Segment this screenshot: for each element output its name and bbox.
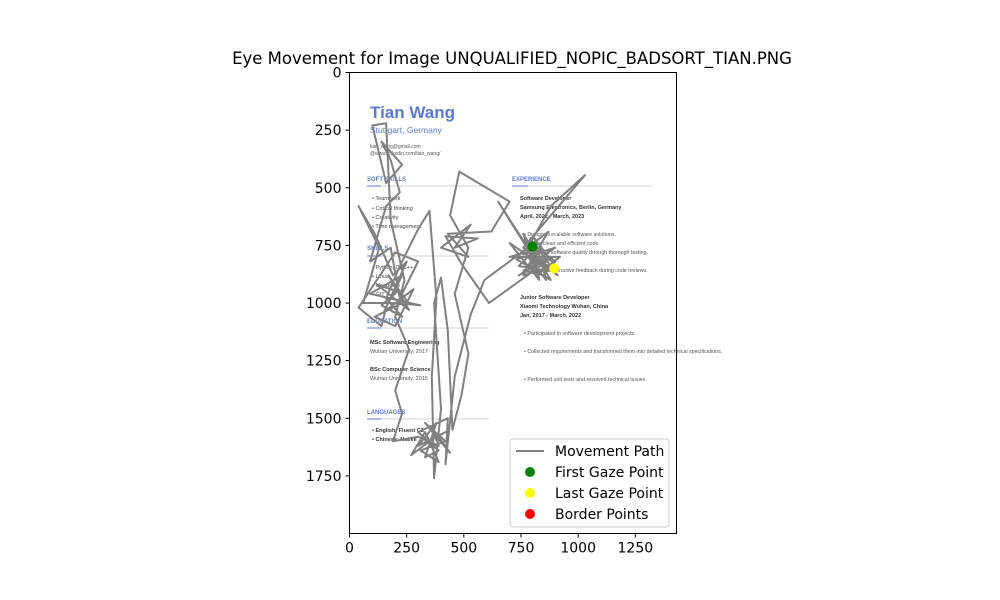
y-tick-label: 1250 (306, 354, 342, 370)
skill-item: • Linux (372, 274, 389, 280)
job-bullet: • Participated in software development p… (524, 331, 636, 337)
legend-label: Border Points (555, 507, 648, 523)
language-item: • English: Fluent C1 (372, 428, 424, 434)
legend: Movement Path First Gaze Point Last Gaze… (509, 438, 670, 528)
job-title: Software Developer (520, 196, 572, 202)
y-tick-label: 0 (333, 66, 342, 82)
job-bullet: • Designed scalable software solutions. (524, 232, 616, 238)
resume-location: Stuttgart, Germany (370, 125, 443, 135)
job-bullet: • Performed unit tests and resolved tech… (524, 377, 646, 383)
education-degree: BSc Computer Science (370, 367, 431, 373)
x-tick-label: 500 (450, 541, 477, 557)
y-tick-label: 750 (315, 238, 342, 254)
resume-email: tian_wang@gmail.com (370, 144, 421, 150)
soft-skill-item: • Teamwork (372, 196, 401, 202)
x-tick-label: 1000 (560, 541, 596, 557)
x-axis: 0 250 500 750 1000 1250 (345, 533, 654, 557)
chart-title: Eye Movement for Image UNQUALIFIED_NOPIC… (232, 49, 792, 69)
legend-label: Last Gaze Point (555, 486, 664, 502)
job-bullet: • Improved software quality through thor… (524, 250, 648, 256)
section-skills: SKILLS (367, 246, 388, 252)
section-experience: EXPERIENCE (512, 177, 551, 183)
job-bullet: • Wrote clean and efficient code. (524, 241, 600, 247)
section-languages: LANGUAGES (367, 410, 405, 416)
resume-linkedin: @www.linkedin.com/tian_wang/ (370, 151, 441, 157)
legend-label: Movement Path (555, 444, 664, 460)
job-title: Junior Software Developer (520, 295, 591, 301)
legend-first-swatch (525, 467, 535, 477)
movement-path (357, 122, 586, 480)
legend-label: First Gaze Point (555, 465, 664, 481)
gaze-marker-layer (527, 241, 560, 274)
soft-skill-item: • Critical thinking (372, 206, 413, 212)
y-tick-label: 250 (315, 123, 342, 139)
job-dates: April, 2022 - March, 2023 (520, 214, 584, 220)
y-tick-label: 500 (315, 181, 342, 197)
x-tick-label: 0 (345, 541, 354, 557)
job-bullets: • Participated in software development p… (524, 331, 722, 383)
education-degree: MSc Software Engineering (370, 340, 439, 346)
legend-last-swatch (525, 488, 535, 498)
section-soft-skills: SOFT SKILLS (367, 177, 406, 183)
skill-item: • Python, C, C++ (372, 265, 413, 271)
soft-skill-item: • Creativity (372, 215, 399, 221)
x-tick-label: 250 (393, 541, 420, 557)
job-company: Xiaomi Technology Wuhan, China (520, 304, 609, 310)
x-tick-label: 750 (508, 541, 535, 557)
job-bullet: • Offered constructive feedback during c… (524, 268, 648, 274)
y-tick-label: 1500 (306, 411, 342, 427)
x-tick-label: 1250 (618, 541, 654, 557)
job-bullet: • Collected requirements and transformed… (524, 349, 722, 355)
movement-path-layer (357, 122, 586, 480)
first-gaze-point (527, 241, 538, 252)
y-tick-label: 1750 (306, 469, 342, 485)
soft-skill-item: • Time management (372, 224, 421, 230)
skill-item: • MongoDB (372, 283, 400, 289)
job-bullets: • Designed scalable software solutions. … (524, 232, 648, 274)
soft-skills-list: • Teamwork • Critical thinking • Creativ… (372, 196, 421, 230)
education-school: Wuhan University, 2017 (370, 349, 428, 355)
job-dates: Jan, 2017 - March, 2022 (520, 313, 581, 319)
y-tick-label: 1000 (306, 296, 342, 312)
resume-name: Tian Wang (370, 103, 455, 122)
legend-box (509, 438, 670, 528)
legend-border-swatch (525, 509, 535, 519)
job-company: Samsung Electronics, Berlin, Germany (520, 205, 622, 211)
last-gaze-point (549, 263, 560, 274)
y-axis: 0 250 500 750 1000 1250 1500 1750 (306, 66, 350, 485)
